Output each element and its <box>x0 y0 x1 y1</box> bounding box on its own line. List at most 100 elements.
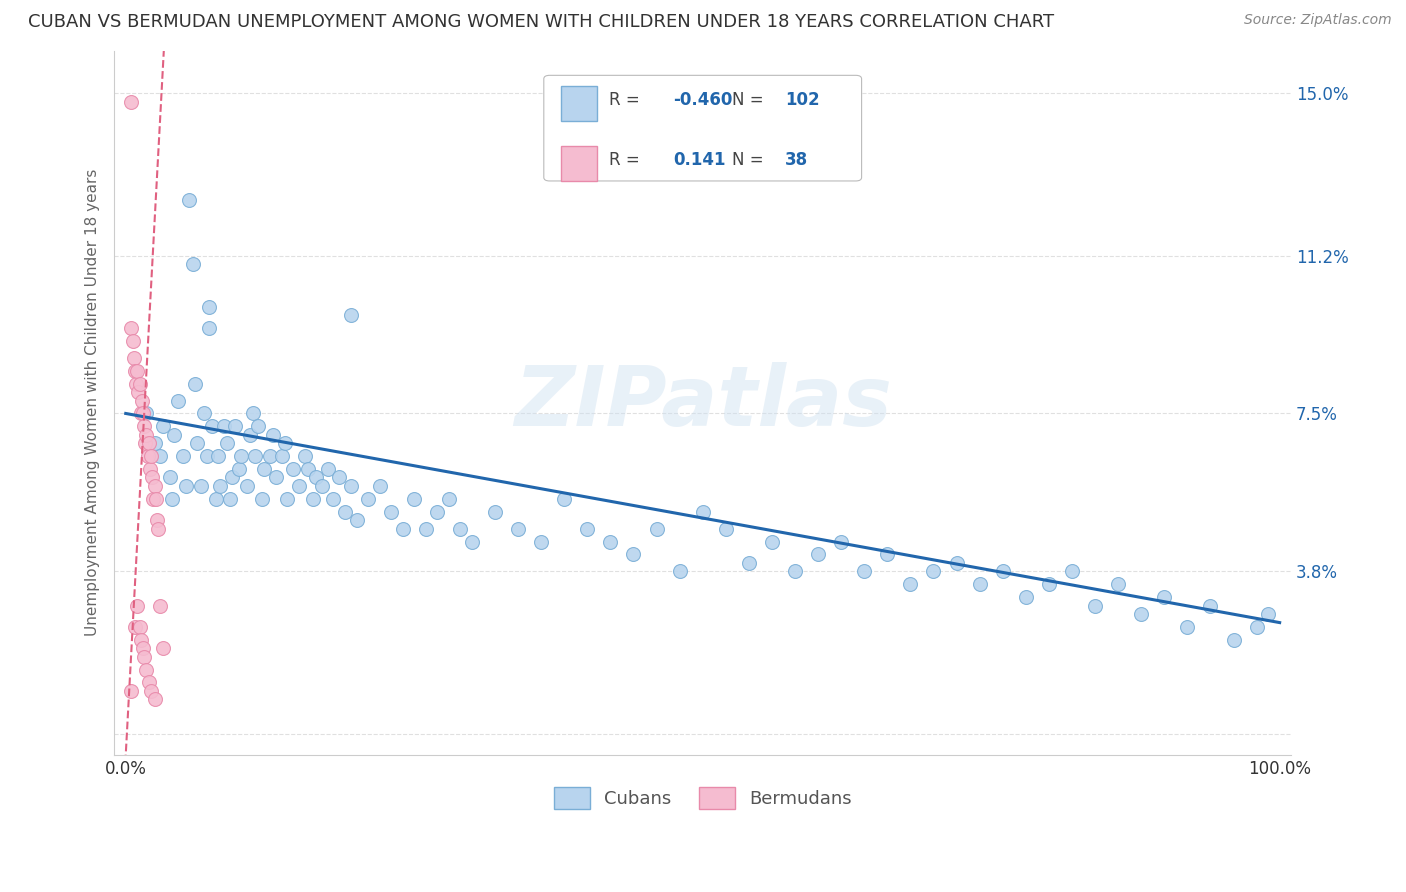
Point <box>207 449 229 463</box>
Point <box>530 534 553 549</box>
Point <box>142 491 165 506</box>
Point <box>152 641 174 656</box>
Text: 0.141: 0.141 <box>673 151 725 169</box>
Point <box>236 479 259 493</box>
Point <box>135 663 157 677</box>
Point <box>239 427 262 442</box>
Point <box>807 547 830 561</box>
Point <box>876 547 898 561</box>
Text: 102: 102 <box>785 91 820 109</box>
Point <box>969 577 991 591</box>
Point <box>131 393 153 408</box>
Point <box>193 407 215 421</box>
Point <box>623 547 645 561</box>
Point <box>218 491 240 506</box>
Text: N =: N = <box>733 91 769 109</box>
Point <box>224 419 246 434</box>
Point <box>368 479 391 493</box>
Point <box>124 364 146 378</box>
Point <box>121 334 143 348</box>
Point <box>1257 607 1279 621</box>
Y-axis label: Unemployment Among Women with Children Under 18 years: Unemployment Among Women with Children U… <box>86 169 100 637</box>
Point <box>437 491 460 506</box>
Point <box>138 675 160 690</box>
Text: N =: N = <box>733 151 769 169</box>
Point <box>1222 632 1244 647</box>
Point <box>250 491 273 506</box>
Point <box>404 491 426 506</box>
Point <box>209 479 232 493</box>
Point <box>1060 565 1083 579</box>
Point <box>229 449 252 463</box>
Point <box>127 599 149 613</box>
Point <box>449 522 471 536</box>
Point <box>264 470 287 484</box>
Point <box>132 641 155 656</box>
Point <box>201 419 224 434</box>
Text: R =: R = <box>609 91 644 109</box>
Point <box>346 513 368 527</box>
Point <box>991 565 1014 579</box>
Point <box>461 534 484 549</box>
Point <box>426 505 449 519</box>
Point <box>276 491 298 506</box>
Point <box>163 427 186 442</box>
Point <box>692 505 714 519</box>
Point <box>247 419 270 434</box>
Point <box>1199 599 1222 613</box>
Point <box>128 620 150 634</box>
Point <box>135 407 157 421</box>
Point <box>553 491 575 506</box>
Point <box>204 491 226 506</box>
Legend: Cubans, Bermudans: Cubans, Bermudans <box>547 780 859 816</box>
Point <box>274 436 297 450</box>
Point <box>506 522 529 536</box>
Point <box>139 684 162 698</box>
Point <box>146 513 169 527</box>
Point <box>152 419 174 434</box>
Text: -0.460: -0.460 <box>673 91 733 109</box>
Point <box>294 449 316 463</box>
Point <box>138 436 160 450</box>
Point <box>198 321 221 335</box>
Point <box>184 376 207 391</box>
Point <box>339 308 361 322</box>
Point <box>149 449 172 463</box>
Point <box>128 376 150 391</box>
Point <box>212 419 235 434</box>
FancyBboxPatch shape <box>561 86 596 121</box>
Text: 38: 38 <box>785 151 808 169</box>
Point <box>339 479 361 493</box>
Point <box>599 534 621 549</box>
Point <box>945 556 967 570</box>
Text: CUBAN VS BERMUDAN UNEMPLOYMENT AMONG WOMEN WITH CHILDREN UNDER 18 YEARS CORRELAT: CUBAN VS BERMUDAN UNEMPLOYMENT AMONG WOM… <box>28 13 1054 31</box>
Point <box>228 462 250 476</box>
Point <box>134 436 156 450</box>
Point <box>127 364 149 378</box>
Point <box>484 505 506 519</box>
Point <box>305 470 328 484</box>
Point <box>1130 607 1153 621</box>
Point <box>186 436 208 450</box>
Point <box>141 470 163 484</box>
Point <box>143 692 166 706</box>
Point <box>288 479 311 493</box>
Point <box>830 534 852 549</box>
Point <box>380 505 402 519</box>
Point <box>243 449 266 463</box>
Point <box>198 300 221 314</box>
Point <box>143 436 166 450</box>
Point <box>316 462 339 476</box>
Point <box>149 599 172 613</box>
Point <box>357 491 380 506</box>
Point <box>270 449 292 463</box>
Point <box>1015 590 1038 604</box>
Point <box>124 620 146 634</box>
Point <box>125 376 148 391</box>
Point <box>217 436 239 450</box>
Point <box>322 491 344 506</box>
Point <box>311 479 333 493</box>
Point <box>143 479 166 493</box>
Point <box>135 427 157 442</box>
Point <box>301 491 323 506</box>
